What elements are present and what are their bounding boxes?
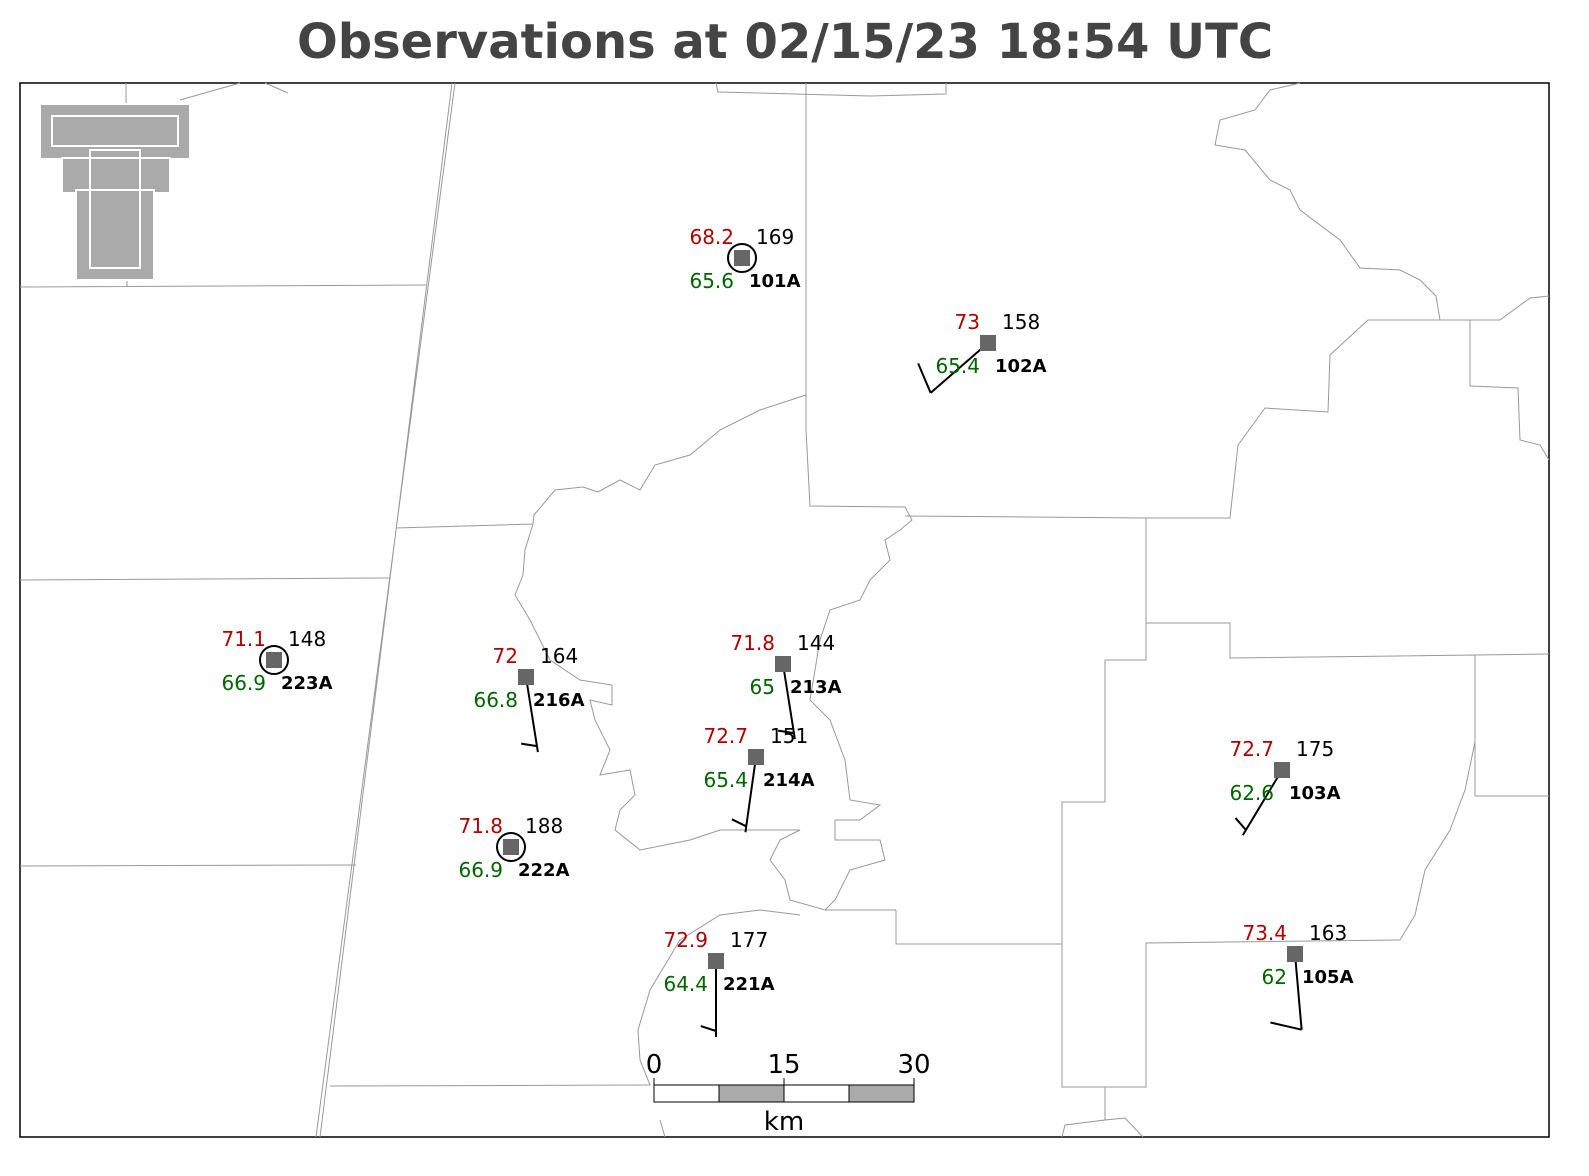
dewpoint: 65 — [750, 675, 775, 699]
station-marker — [734, 250, 750, 266]
temperature: 71.8 — [730, 631, 775, 655]
station-marker — [518, 669, 534, 685]
dewpoint: 66.9 — [458, 858, 503, 882]
station-id: 213A — [790, 677, 842, 698]
wind-barb — [1234, 769, 1283, 836]
station-id: 222A — [518, 860, 570, 881]
station-value: 164 — [540, 644, 578, 668]
dewpoint: 65.4 — [703, 768, 748, 792]
temperature: 73 — [955, 310, 980, 334]
dewpoint: 66.8 — [473, 688, 518, 712]
station-id: 103A — [1289, 783, 1341, 804]
station-value: 144 — [797, 631, 835, 655]
station-value: 151 — [770, 724, 808, 748]
temperature: 72 — [493, 644, 518, 668]
scale-segment — [653, 1084, 720, 1103]
station-value: 175 — [1296, 737, 1334, 761]
calm-wind — [496, 832, 526, 862]
station-marker — [1274, 762, 1290, 778]
station-marker — [1287, 946, 1303, 962]
temperature: 72.9 — [663, 928, 708, 952]
temperature: 71.1 — [221, 627, 266, 651]
dewpoint: 65.4 — [935, 354, 980, 378]
wind-barb — [1270, 953, 1303, 1031]
wind-barb — [731, 756, 757, 833]
station-marker — [980, 335, 996, 351]
calm-wind — [259, 645, 289, 675]
dewpoint: 65.6 — [689, 269, 734, 293]
station-value: 158 — [1002, 310, 1040, 334]
station-value: 169 — [756, 225, 794, 249]
title: Observations at 02/15/23 18:54 UTC — [297, 14, 1273, 70]
station-id: 102A — [995, 356, 1047, 377]
station-id: 105A — [1302, 967, 1354, 988]
dewpoint: 62.6 — [1229, 781, 1274, 805]
temperature: 72.7 — [703, 724, 748, 748]
scale-unit: km — [764, 1107, 804, 1137]
scale-label: 0 — [646, 1050, 663, 1080]
temperature: 73.4 — [1242, 921, 1287, 945]
station-marker — [748, 749, 764, 765]
temperature: 72.7 — [1229, 737, 1274, 761]
station-marker — [708, 953, 724, 969]
boundaries — [19, 82, 1550, 1138]
wind-barb — [777, 663, 796, 740]
station-id: 101A — [749, 271, 801, 292]
dewpoint: 62 — [1262, 965, 1287, 989]
station-id: 216A — [533, 690, 585, 711]
temperature: 71.8 — [458, 814, 503, 838]
scale-label: 15 — [767, 1050, 800, 1080]
station-marker — [266, 652, 282, 668]
wind-barb — [700, 961, 717, 1037]
calm-wind — [727, 243, 757, 273]
wind-barb — [520, 676, 539, 753]
station-value: 177 — [730, 928, 768, 952]
station-value: 148 — [288, 627, 326, 651]
station-marker — [775, 656, 791, 672]
logo — [39, 103, 191, 281]
scale-label: 30 — [897, 1050, 930, 1080]
scale-segment — [783, 1084, 850, 1103]
station-id: 223A — [281, 673, 333, 694]
scale-segment — [718, 1084, 785, 1103]
station-value: 188 — [525, 814, 563, 838]
station-id: 221A — [723, 974, 775, 995]
dewpoint: 64.4 — [663, 972, 708, 996]
dewpoint: 66.9 — [221, 671, 266, 695]
station-id: 214A — [763, 770, 815, 791]
temperature: 68.2 — [689, 225, 734, 249]
station-value: 163 — [1309, 921, 1347, 945]
station-marker — [503, 839, 519, 855]
scale-segment — [848, 1084, 915, 1103]
wind-barb — [917, 342, 989, 394]
